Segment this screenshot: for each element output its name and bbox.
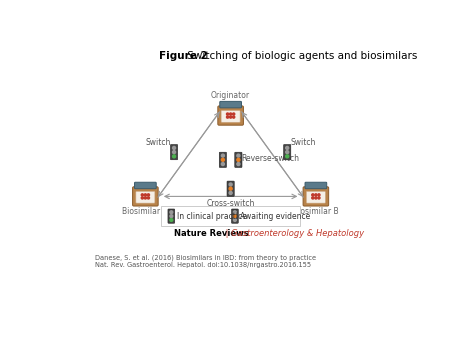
FancyBboxPatch shape <box>221 111 240 122</box>
Circle shape <box>172 155 176 158</box>
Circle shape <box>233 113 235 115</box>
Text: Biosimilar B: Biosimilar B <box>293 207 339 216</box>
Circle shape <box>172 146 176 149</box>
FancyBboxPatch shape <box>135 182 156 189</box>
Circle shape <box>286 155 289 158</box>
Circle shape <box>234 211 236 214</box>
Circle shape <box>144 194 146 196</box>
Circle shape <box>226 116 229 118</box>
FancyBboxPatch shape <box>284 145 291 160</box>
Circle shape <box>170 219 173 221</box>
Text: Nature Reviews: Nature Reviews <box>174 229 249 238</box>
Circle shape <box>286 151 289 154</box>
FancyBboxPatch shape <box>231 209 239 223</box>
Circle shape <box>170 211 173 214</box>
FancyBboxPatch shape <box>227 181 234 196</box>
FancyBboxPatch shape <box>303 187 328 206</box>
FancyBboxPatch shape <box>220 101 242 108</box>
FancyBboxPatch shape <box>171 145 178 160</box>
Circle shape <box>226 113 229 115</box>
Circle shape <box>318 197 320 199</box>
Circle shape <box>170 215 173 218</box>
FancyBboxPatch shape <box>161 206 300 226</box>
Circle shape <box>229 183 232 186</box>
FancyBboxPatch shape <box>136 191 155 203</box>
Text: Switch: Switch <box>145 138 171 147</box>
Circle shape <box>147 194 149 196</box>
Circle shape <box>318 194 320 196</box>
Text: Awaiting evidence: Awaiting evidence <box>240 212 310 221</box>
Circle shape <box>233 116 235 118</box>
Circle shape <box>229 187 232 190</box>
Circle shape <box>315 194 317 196</box>
Circle shape <box>147 197 149 199</box>
Circle shape <box>237 154 240 157</box>
Circle shape <box>221 163 225 166</box>
Text: Switching of biologic agents and biosimilars: Switching of biologic agents and biosimi… <box>184 51 418 61</box>
FancyBboxPatch shape <box>235 152 242 167</box>
Circle shape <box>144 197 146 199</box>
Text: Nat. Rev. Gastroenterol. Hepatol. doi:10.1038/nrgastro.2016.155: Nat. Rev. Gastroenterol. Hepatol. doi:10… <box>95 262 311 268</box>
FancyBboxPatch shape <box>168 209 175 223</box>
Circle shape <box>286 146 289 149</box>
Text: Figure 2: Figure 2 <box>159 51 208 61</box>
FancyBboxPatch shape <box>219 152 226 167</box>
Circle shape <box>221 154 225 157</box>
Circle shape <box>229 191 232 194</box>
FancyBboxPatch shape <box>306 191 325 203</box>
Text: | Gastroenterology & Hepatology: | Gastroenterology & Hepatology <box>223 229 364 238</box>
Circle shape <box>141 197 144 199</box>
Text: Originator: Originator <box>211 91 250 100</box>
Text: Danese, S. et al. (2016) Biosimilars in IBD: from theory to practice: Danese, S. et al. (2016) Biosimilars in … <box>95 255 316 261</box>
Circle shape <box>312 194 314 196</box>
Circle shape <box>230 113 232 115</box>
Circle shape <box>172 151 176 154</box>
Circle shape <box>230 116 232 118</box>
Circle shape <box>141 194 144 196</box>
Circle shape <box>312 197 314 199</box>
Text: Cross-switch: Cross-switch <box>207 199 255 209</box>
Text: Switch: Switch <box>290 138 316 147</box>
Text: Biosimilar A: Biosimilar A <box>122 207 168 216</box>
Circle shape <box>237 163 240 166</box>
FancyBboxPatch shape <box>218 106 243 125</box>
Circle shape <box>315 197 317 199</box>
Circle shape <box>221 158 225 161</box>
FancyBboxPatch shape <box>133 187 158 206</box>
Text: In clinical practice: In clinical practice <box>177 212 247 221</box>
Circle shape <box>237 158 240 161</box>
Circle shape <box>234 215 236 218</box>
Circle shape <box>234 219 236 221</box>
Text: Reverse-switch: Reverse-switch <box>242 154 300 163</box>
FancyBboxPatch shape <box>305 182 327 189</box>
